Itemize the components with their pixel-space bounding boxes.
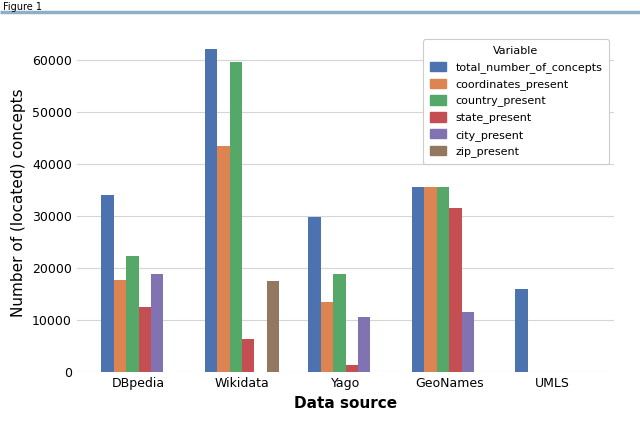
Bar [358,316,371,372]
Bar [151,275,163,372]
Bar [333,275,346,372]
Bar [138,307,151,372]
Y-axis label: Number of (located) concepts: Number of (located) concepts [12,89,26,317]
Bar [424,187,436,372]
Bar [436,187,449,372]
Bar [205,49,217,372]
Legend: total_number_of_concepts, coordinates_present, country_present, state_present, c: total_number_of_concepts, coordinates_pr… [423,39,609,164]
Bar [515,289,528,372]
Bar [230,63,242,372]
Bar [346,365,358,372]
Bar [242,339,255,372]
Bar [114,280,126,372]
Bar [308,217,321,372]
Text: Figure 1: Figure 1 [3,2,42,12]
Bar [101,195,114,372]
Bar [321,302,333,372]
Bar [412,187,424,372]
Bar [267,281,279,372]
Bar [461,312,474,372]
Bar [449,208,461,372]
X-axis label: Data source: Data source [294,396,397,411]
Bar [126,255,138,372]
Bar [217,146,230,372]
